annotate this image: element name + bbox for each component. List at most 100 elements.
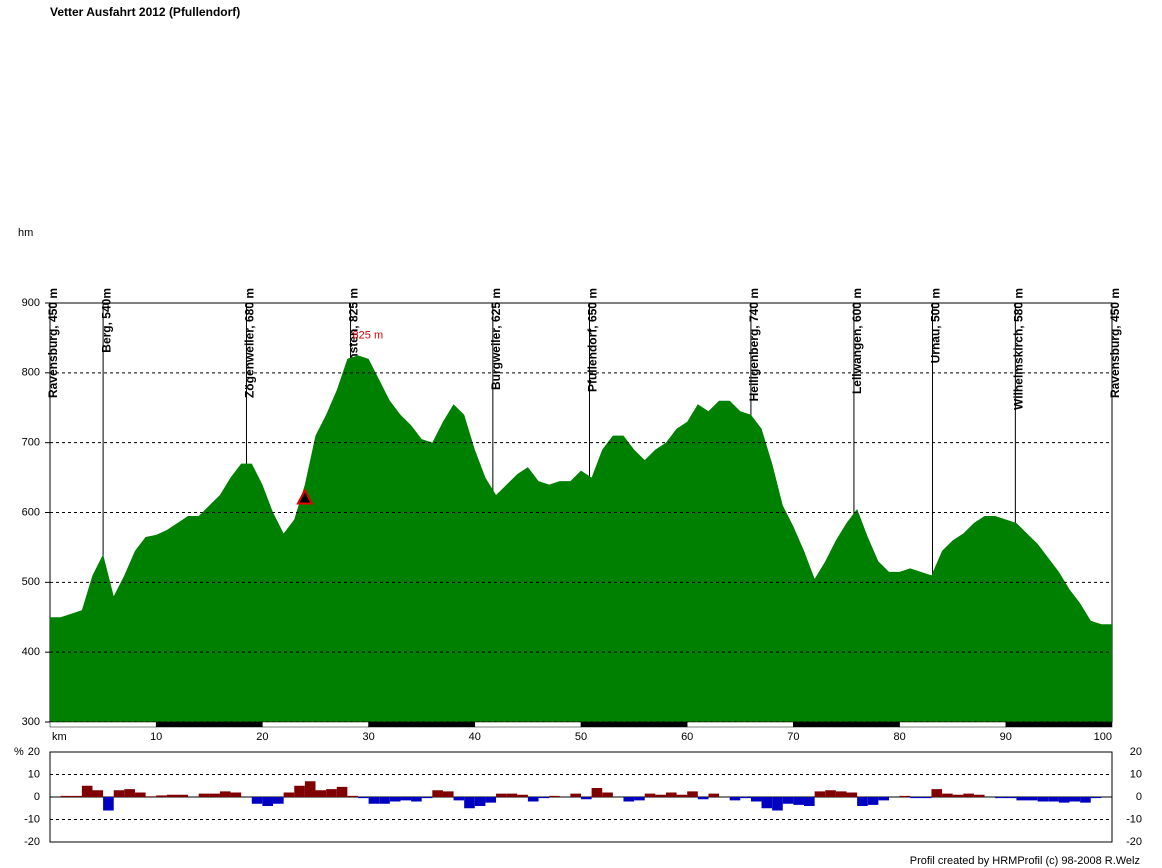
gradient-bar bbox=[1048, 797, 1059, 802]
gradient-bar bbox=[177, 794, 189, 797]
gradient-bar bbox=[697, 797, 709, 800]
gradient-bar bbox=[1037, 797, 1049, 802]
y-tick-label-right: -10 bbox=[1126, 813, 1142, 825]
x-tick-label: 50 bbox=[575, 731, 587, 743]
gradient-bar bbox=[1005, 797, 1017, 799]
gradient-bar bbox=[634, 797, 645, 801]
gradient-bar bbox=[134, 792, 146, 797]
gradient-bar bbox=[655, 794, 666, 797]
gradient-bar bbox=[326, 789, 337, 797]
km-bar bbox=[262, 721, 369, 728]
waypoint-label: Heiligenberg, 740 m bbox=[747, 288, 761, 401]
y-tick-label-right: 20 bbox=[1130, 746, 1142, 758]
km-bar bbox=[580, 721, 688, 728]
x-tick-label: 30 bbox=[362, 731, 374, 743]
y-tick-label: 900 bbox=[22, 297, 40, 309]
gradient-bar bbox=[602, 792, 613, 797]
x-tick-label: 60 bbox=[681, 731, 693, 743]
gradient-bar bbox=[517, 794, 528, 797]
km-bar bbox=[899, 721, 1007, 728]
gradient-bar bbox=[71, 795, 82, 797]
km-bar bbox=[1005, 721, 1113, 728]
y-tick-label: 20 bbox=[28, 746, 40, 758]
gradient-bar bbox=[910, 797, 921, 799]
gradient-bar bbox=[750, 797, 762, 802]
gradient-bar bbox=[442, 791, 454, 797]
gradient-bar bbox=[835, 791, 847, 797]
x-tick-label: 20 bbox=[256, 731, 268, 743]
gradient-bar bbox=[1027, 797, 1038, 801]
gradient-bar bbox=[294, 785, 305, 797]
gradient-bar bbox=[538, 797, 550, 799]
gradient-bar bbox=[368, 797, 380, 804]
gradient-bar bbox=[357, 797, 369, 799]
gradient-bar bbox=[804, 797, 815, 806]
gradient-bar bbox=[676, 794, 688, 797]
gradient-bar bbox=[942, 793, 953, 797]
gradient-bar bbox=[262, 797, 274, 806]
gradient-bar bbox=[400, 797, 412, 801]
gradient-bar bbox=[81, 785, 93, 797]
gradient-bar bbox=[825, 790, 836, 797]
gradient-bar bbox=[411, 797, 422, 802]
x-tick-label: 100 bbox=[1094, 731, 1112, 743]
chart-title: Vetter Ausfahrt 2012 (Pfullendorf) bbox=[50, 5, 240, 19]
gradient-bar bbox=[665, 792, 677, 797]
gradient-bar bbox=[166, 794, 178, 797]
waypoint-label: Berg, 540m bbox=[99, 288, 113, 353]
km-bar bbox=[155, 721, 263, 728]
y-axis-label: % bbox=[14, 746, 24, 758]
gradient-bar bbox=[113, 790, 125, 797]
y-tick-label: 800 bbox=[22, 367, 40, 379]
waypoint-label: Wilhelmskirch, 580 m bbox=[1012, 288, 1026, 410]
gradient-bar bbox=[1016, 797, 1028, 801]
gradient-bar bbox=[251, 797, 263, 804]
gradient-bar bbox=[432, 790, 443, 797]
gradient-bar bbox=[92, 790, 104, 797]
gradient-bar bbox=[156, 795, 167, 797]
gradient-bar bbox=[772, 797, 783, 811]
waypoint-label: Burgweiler, 625 m bbox=[489, 288, 503, 390]
waypoint-label: Urnau, 500 m bbox=[929, 288, 943, 363]
gradient-bar bbox=[485, 797, 497, 803]
waypoint-label: Ravensburg, 450 m bbox=[1108, 288, 1122, 398]
km-bar bbox=[793, 721, 900, 728]
gradient-bar bbox=[1058, 797, 1070, 803]
gradient-bar bbox=[336, 786, 348, 797]
gradient-bar bbox=[570, 793, 581, 797]
y-tick-label: 0 bbox=[34, 791, 40, 803]
y-tick-label: 500 bbox=[22, 576, 40, 588]
gradient-bar bbox=[464, 797, 475, 809]
y-tick-label-right: -20 bbox=[1126, 836, 1142, 848]
gradient-bar bbox=[740, 797, 751, 799]
y-axis-label: hm bbox=[18, 227, 33, 239]
gradient-bar bbox=[857, 797, 868, 806]
gradient-bar bbox=[623, 797, 635, 802]
gradient-bar bbox=[124, 789, 135, 797]
gradient-bar bbox=[867, 797, 879, 805]
gradient-bar bbox=[973, 794, 985, 797]
gradient-bar bbox=[209, 793, 220, 797]
gradient-bar bbox=[230, 792, 242, 797]
km-bar bbox=[474, 721, 582, 728]
gradient-bar bbox=[708, 793, 720, 797]
gradient-bar bbox=[198, 793, 210, 797]
y-tick-label: 600 bbox=[22, 506, 40, 518]
y-tick-label-right: 10 bbox=[1130, 768, 1142, 780]
x-tick-label: 40 bbox=[469, 731, 481, 743]
gradient-bar bbox=[304, 781, 316, 797]
elevation-area bbox=[50, 355, 1112, 722]
x-axis-label: km bbox=[52, 731, 67, 743]
y-tick-label: 700 bbox=[22, 437, 40, 449]
x-tick-label: 90 bbox=[1000, 731, 1012, 743]
waypoint-label: Lellwangen, 600 m bbox=[850, 288, 864, 394]
footer: Profil created by HRMProfil (c) 98-2008 … bbox=[910, 855, 1140, 867]
peak-label: 825 m bbox=[353, 329, 384, 341]
gradient-bar bbox=[793, 797, 805, 805]
gradient-bar bbox=[453, 797, 465, 801]
x-tick-label: 80 bbox=[893, 731, 905, 743]
gradient-bar bbox=[878, 797, 889, 801]
gradient-bar bbox=[60, 795, 72, 797]
gradient-bar bbox=[920, 797, 932, 799]
